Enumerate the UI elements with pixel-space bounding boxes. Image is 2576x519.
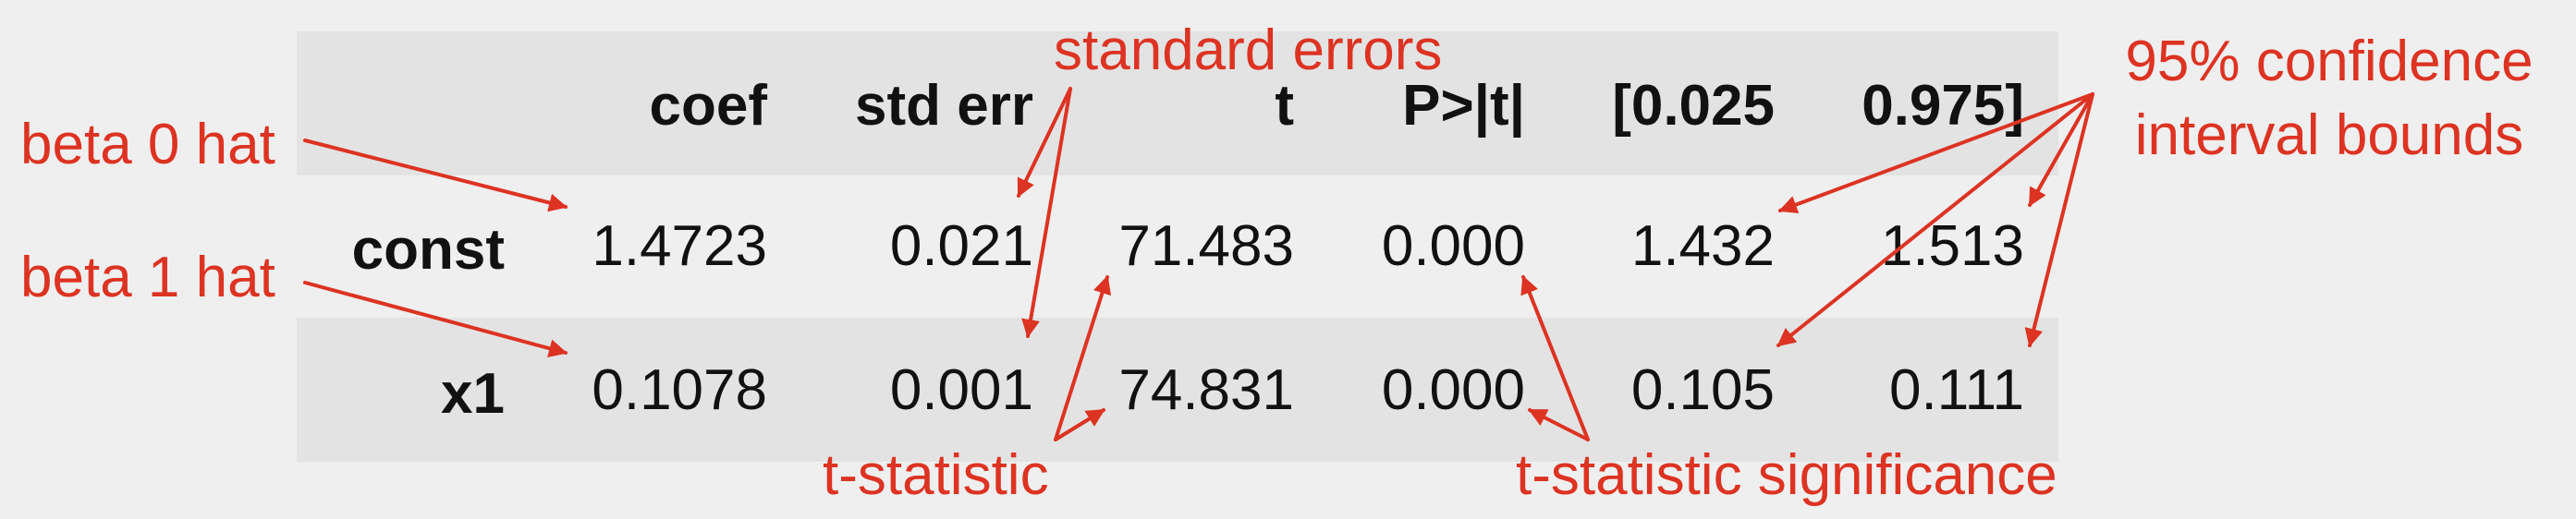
row-band-x1 [297, 318, 2058, 462]
col-header-ci-upper: 0.975] [1862, 74, 2024, 138]
arrow-ci-to-x1-lower [1776, 92, 2094, 347]
arrow-beta1-to-x1-coef [303, 281, 568, 357]
col-header-t: t [1275, 74, 1294, 138]
arrow-ci-to-x1-upper [2024, 92, 2094, 347]
annotation-standard-errors: standard errors [1054, 18, 1443, 82]
arrow-std-errors-to-x1 [1021, 87, 1072, 338]
row-label-const: const [351, 218, 505, 282]
arrow-beta0-to-const-coef [303, 139, 568, 212]
annotation-confidence-line2: interval bounds [2134, 103, 2524, 167]
arrow-significance-to-x1 [1528, 408, 1590, 441]
header-band [297, 31, 2058, 175]
col-header-coef: coef [649, 74, 767, 138]
cell-x1-coef: 0.1078 [592, 358, 767, 422]
cell-x1-t: 74.831 [1118, 358, 1294, 422]
col-header-std-err: std err [855, 74, 1033, 138]
arrow-std-errors-to-const [1017, 87, 1072, 198]
annotation-beta0-hat: beta 0 hat [20, 113, 275, 176]
annotation-t-statistic-significance: t-statistic significance [1516, 443, 2057, 507]
cell-x1-std-err: 0.001 [889, 358, 1033, 422]
col-header-ci-lower: [0.025 [1612, 74, 1775, 138]
cell-x1-ci-upper: 0.111 [1889, 358, 2024, 422]
annotation-beta1-hat: beta 1 hat [20, 246, 275, 309]
annotation-confidence-line1: 95% confidence [2125, 30, 2533, 93]
arrow-ci-to-const-upper [2028, 92, 2094, 207]
cell-const-p-value: 0.000 [1381, 214, 1525, 278]
cell-const-std-err: 0.021 [889, 214, 1033, 278]
cell-x1-p-value: 0.000 [1381, 358, 1525, 422]
col-header-p-value: P>|t| [1402, 74, 1525, 138]
cell-const-coef: 1.4723 [592, 214, 767, 278]
arrow-ci-to-const-lower [1778, 92, 2094, 214]
cell-const-ci-lower: 1.432 [1630, 214, 1775, 278]
cell-x1-ci-lower: 0.105 [1630, 358, 1775, 422]
row-label-x1: x1 [441, 362, 505, 426]
arrow-significance-to-const [1520, 275, 1590, 441]
cell-const-t: 71.483 [1118, 214, 1294, 278]
annotation-t-statistic: t-statistic [823, 443, 1049, 507]
arrow-t-stat-to-x1 [1054, 408, 1105, 441]
arrow-t-stat-to-const [1054, 275, 1112, 441]
